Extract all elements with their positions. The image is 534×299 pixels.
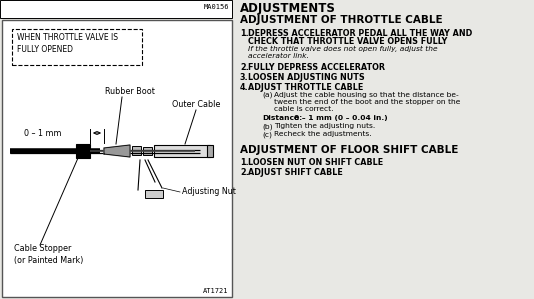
Bar (154, 145, 210, 157)
Text: Recheck the adjustments.: Recheck the adjustments. (274, 131, 372, 137)
Bar (207, 145, 213, 157)
Text: ADJUSTMENT OF THROTTLE CABLE: ADJUSTMENT OF THROTTLE CABLE (240, 15, 443, 25)
Text: Rubber Boot: Rubber Boot (105, 87, 155, 96)
Text: CHECK THAT THROTTLE VALVE OPENS FULLY: CHECK THAT THROTTLE VALVE OPENS FULLY (248, 37, 447, 46)
Bar (0, 0, 232, 18)
Text: tween the end of the boot and the stopper on the: tween the end of the boot and the stoppe… (274, 99, 460, 105)
Text: ADJUST SHIFT CABLE: ADJUST SHIFT CABLE (248, 168, 343, 177)
Polygon shape (104, 145, 130, 157)
Bar (145, 190, 163, 198)
Text: ADJUSTMENTS: ADJUSTMENTS (240, 2, 336, 15)
Text: 2.: 2. (240, 63, 249, 72)
Text: LOOSEN ADJUSTING NUTS: LOOSEN ADJUSTING NUTS (248, 73, 365, 82)
Text: (a): (a) (262, 92, 272, 98)
Text: If the throttle valve does not open fully, adjust the: If the throttle valve does not open full… (248, 46, 438, 52)
Text: DEPRESS ACCELERATOR PEDAL ALL THE WAY AND: DEPRESS ACCELERATOR PEDAL ALL THE WAY AN… (248, 29, 472, 38)
Bar (143, 147, 152, 155)
Text: 0 – 1 mm (0 – 0.04 in.): 0 – 1 mm (0 – 0.04 in.) (294, 115, 388, 121)
Text: (b): (b) (262, 123, 273, 129)
Text: ADJUST THROTTLE CABLE: ADJUST THROTTLE CABLE (248, 83, 363, 92)
Text: 3.: 3. (240, 73, 249, 82)
Text: FULLY DEPRESS ACCELERATOR: FULLY DEPRESS ACCELERATOR (248, 63, 385, 72)
Text: Cable Stopper
(or Painted Mark): Cable Stopper (or Painted Mark) (14, 244, 83, 265)
Text: Tighten the adjusting nuts.: Tighten the adjusting nuts. (274, 123, 375, 129)
Text: LOOSEN NUT ON SHIFT CABLE: LOOSEN NUT ON SHIFT CABLE (248, 158, 383, 167)
Text: 1.: 1. (240, 158, 249, 167)
Text: AT1721: AT1721 (202, 288, 228, 294)
Bar (12, 29, 142, 65)
Text: accelerator link.: accelerator link. (248, 53, 309, 59)
Bar (2, 20, 232, 297)
Text: 4.: 4. (240, 83, 249, 92)
Text: WHEN THROTTLE VALVE IS
FULLY OPENED: WHEN THROTTLE VALVE IS FULLY OPENED (17, 33, 118, 54)
Text: (c): (c) (262, 131, 272, 138)
Text: Outer Cable: Outer Cable (172, 100, 220, 109)
Text: MA0156: MA0156 (203, 4, 229, 10)
Text: 0 – 1 mm: 0 – 1 mm (25, 129, 62, 138)
Text: Adjust the cable housing so that the distance be-: Adjust the cable housing so that the dis… (274, 92, 459, 98)
Bar (132, 146, 141, 155)
Bar (76, 144, 90, 158)
Text: Adjusting Nut: Adjusting Nut (182, 187, 236, 196)
Text: Distance:: Distance: (262, 115, 302, 121)
Text: 2.: 2. (240, 168, 249, 177)
Text: 1.: 1. (240, 29, 249, 38)
Text: ADJUSTMENT OF FLOOR SHIFT CABLE: ADJUSTMENT OF FLOOR SHIFT CABLE (240, 145, 458, 155)
Text: cable is correct.: cable is correct. (274, 106, 334, 112)
